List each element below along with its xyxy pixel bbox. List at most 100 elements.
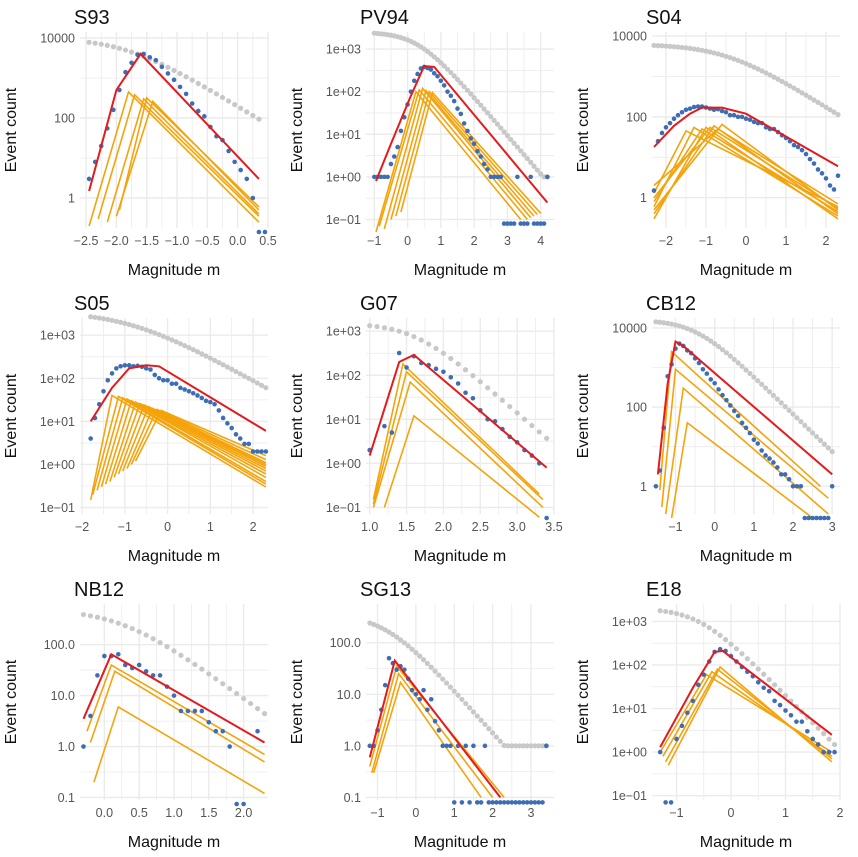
- x-tick-label: 4: [537, 234, 544, 248]
- x-tick-label: 2: [823, 234, 830, 248]
- total-point: [126, 321, 132, 328]
- y-tick-label: 1e+03: [612, 615, 647, 629]
- y-tick-label: 1: [640, 191, 647, 205]
- total-point: [211, 357, 218, 363]
- total-point: [771, 74, 777, 80]
- observed-point: [220, 415, 226, 421]
- observed-point: [728, 403, 733, 408]
- observed-point: [806, 515, 811, 521]
- total-point: [490, 730, 496, 736]
- total-point: [434, 57, 441, 63]
- x-tick-label: 3: [829, 520, 836, 534]
- total-series: [367, 323, 550, 441]
- total-point: [831, 741, 838, 748]
- observed-point: [382, 423, 387, 429]
- component-line: [667, 665, 833, 766]
- total-point: [157, 639, 163, 646]
- observed-point: [237, 436, 243, 441]
- total-point: [695, 618, 701, 625]
- x-tick-label: −1: [668, 520, 682, 534]
- fit-line: [659, 649, 833, 748]
- total-point: [743, 61, 749, 67]
- total-point: [199, 351, 205, 357]
- observed-point: [105, 377, 111, 383]
- total-point: [690, 616, 696, 622]
- x-axis-label: Magnitude m: [128, 834, 221, 851]
- total-point: [171, 67, 177, 73]
- x-tick-label: 1.5: [200, 806, 217, 820]
- observed-point: [173, 381, 179, 386]
- total-point: [152, 330, 158, 336]
- total-point: [811, 97, 817, 103]
- minor-gridlines: [366, 604, 554, 800]
- observed-point: [250, 195, 256, 201]
- x-tick-label: 1: [207, 520, 214, 534]
- total-point: [173, 339, 179, 345]
- total-point: [657, 608, 663, 614]
- y-tick-label: 1e+01: [612, 702, 647, 716]
- total-point: [165, 64, 171, 70]
- total-point: [150, 636, 156, 642]
- observed-point: [528, 800, 534, 805]
- fit-line: [82, 652, 265, 744]
- observed-point: [739, 114, 745, 120]
- total-point: [80, 611, 87, 618]
- observed-point: [679, 109, 685, 115]
- total-point: [715, 51, 721, 57]
- total-point: [246, 375, 252, 382]
- total-point: [813, 434, 820, 440]
- y-tick-label: 100.0: [44, 638, 75, 652]
- observed-point: [435, 73, 440, 79]
- component-lines: [372, 362, 544, 518]
- total-point: [233, 368, 239, 375]
- observed-point: [482, 743, 488, 749]
- observed-point: [143, 366, 149, 371]
- component-lines: [659, 350, 829, 519]
- observed-point: [544, 743, 549, 749]
- total-point: [704, 335, 710, 342]
- total-point: [795, 87, 801, 94]
- observed-point: [455, 381, 461, 386]
- total-point: [691, 46, 697, 52]
- observed-point: [216, 408, 222, 413]
- observed-point: [815, 167, 821, 172]
- total-point: [739, 651, 745, 657]
- observed-point: [687, 106, 693, 111]
- component-line: [88, 90, 260, 227]
- total-point: [411, 333, 417, 340]
- observed-point: [832, 749, 837, 755]
- observed-series: [653, 341, 835, 521]
- total-point: [684, 614, 691, 620]
- component-line: [383, 414, 540, 518]
- total-point: [539, 743, 546, 749]
- observed-point: [501, 221, 507, 226]
- x-tick-label: 3: [528, 806, 535, 820]
- component-line: [390, 89, 535, 220]
- total-point: [786, 407, 792, 413]
- total-point: [227, 686, 233, 692]
- observed-point: [81, 744, 86, 749]
- total-series: [86, 39, 262, 122]
- total-series: [653, 319, 835, 455]
- observed-point: [794, 483, 800, 489]
- y-tick-label: 10.0: [337, 688, 361, 702]
- total-point: [219, 94, 226, 101]
- observed-point: [250, 449, 256, 454]
- total-point: [413, 650, 419, 656]
- observed-point: [535, 221, 540, 226]
- total-point: [139, 325, 145, 331]
- x-tick-label: 2: [250, 520, 257, 534]
- total-point: [463, 700, 469, 707]
- total-point: [787, 83, 793, 89]
- x-tick-label: 2: [489, 806, 496, 820]
- observed-point: [783, 708, 788, 713]
- y-axis-label: Event count: [575, 87, 592, 172]
- observed-point: [428, 67, 434, 72]
- total-point: [509, 743, 515, 749]
- observed-point: [827, 183, 833, 188]
- total-point: [531, 163, 537, 169]
- observed-point: [382, 174, 387, 180]
- component-line: [372, 362, 540, 500]
- observed-point: [436, 728, 442, 733]
- chart-panel-nb12: 0.0 0.5 1.0 1.5 2.0 0.1 1.0 10.0 100.0 NB12 Magnit…: [3, 579, 268, 851]
